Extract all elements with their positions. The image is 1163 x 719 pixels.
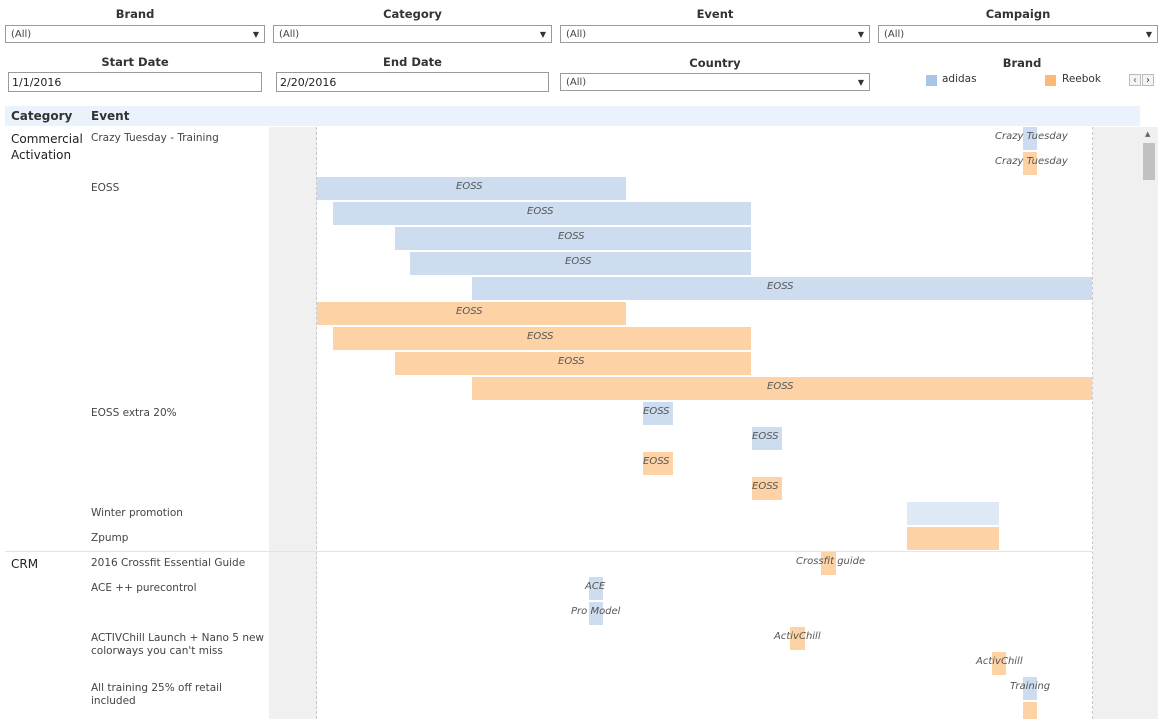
- gantt-bar[interactable]: [907, 527, 999, 550]
- legend-label-reebok: Reebok: [1062, 73, 1101, 85]
- gantt-bar[interactable]: [410, 252, 751, 275]
- bar-label: EOSS: [643, 456, 670, 467]
- gantt-bar[interactable]: [317, 177, 626, 200]
- bar-label: EOSS: [527, 331, 554, 342]
- bar-label: EOSS: [527, 206, 554, 217]
- end-date-label: End Date: [383, 55, 442, 69]
- chevron-down-icon: ▼: [857, 30, 864, 39]
- bar-label: Crazy Tuesday: [995, 131, 1068, 142]
- bar-label: ACE: [585, 581, 606, 592]
- gantt-bar[interactable]: [589, 602, 603, 625]
- event-label: All training 25% off retail included: [91, 682, 222, 707]
- gantt-bar[interactable]: [821, 552, 836, 575]
- gantt-bar[interactable]: [589, 577, 603, 600]
- country-filter-label: Country: [689, 56, 741, 70]
- event-label: Crazy Tuesday - Training: [91, 132, 219, 144]
- event-label: EOSS extra 20%: [91, 407, 177, 419]
- legend-swatch-reebok: [1045, 75, 1056, 86]
- event-filter-label: Event: [696, 7, 734, 21]
- gantt-bar[interactable]: [790, 627, 805, 650]
- gantt-bar[interactable]: [1023, 127, 1037, 150]
- gantt-bar[interactable]: [1023, 152, 1037, 175]
- campaign-filter-dropdown[interactable]: (All) ▼: [878, 25, 1158, 43]
- category-crm: CRM: [11, 557, 39, 571]
- event-label: Zpump: [91, 532, 129, 544]
- chart-right-margin: [1093, 127, 1140, 719]
- bar-label: Crossfit guide: [796, 556, 866, 567]
- category-filter-dropdown[interactable]: (All) ▼: [273, 25, 552, 43]
- bar-label: EOSS: [752, 481, 779, 492]
- category-filter-value: (All): [279, 29, 300, 40]
- bar-label: EOSS: [767, 281, 794, 292]
- gantt-bar[interactable]: [643, 402, 673, 425]
- event-label: Winter promotion: [91, 507, 183, 519]
- legend-swatch-adidas: [926, 75, 937, 86]
- table-header: Category Event: [5, 106, 1140, 126]
- event-label: ACE ++ purecontrol: [91, 582, 197, 594]
- vertical-scrollbar[interactable]: [1140, 127, 1158, 719]
- gantt-bar[interactable]: [752, 477, 782, 500]
- campaign-filter-value: (All): [884, 29, 905, 40]
- event-label: 2016 Crossfit Essential Guide: [91, 557, 246, 569]
- end-date-input[interactable]: 2/20/2016: [276, 72, 549, 92]
- gantt-bar[interactable]: [1023, 677, 1037, 700]
- event-filter-value: (All): [566, 29, 587, 40]
- event-label: ACTIVChill Launch + Nano 5 new colorways…: [91, 632, 265, 657]
- gantt-bar[interactable]: [472, 377, 1092, 400]
- bar-label: EOSS: [456, 181, 483, 192]
- category-separator: [5, 551, 1093, 552]
- legend-title: Brand: [1002, 56, 1042, 70]
- chart-left-margin: [269, 127, 317, 719]
- chevron-down-icon: ▼: [857, 78, 864, 87]
- event-column-header: Event: [91, 109, 130, 123]
- brand-filter-value: (All): [11, 29, 32, 40]
- start-date-reference-line: [316, 127, 317, 719]
- brand-filter-label: Brand: [115, 7, 155, 21]
- gantt-bar[interactable]: [907, 502, 999, 525]
- bar-label: EOSS: [558, 356, 585, 367]
- end-date-reference-line: [1092, 127, 1093, 719]
- category-filter-label: Category: [383, 7, 442, 21]
- chevron-down-icon: ▼: [252, 30, 259, 39]
- chevron-down-icon: ▼: [1145, 30, 1152, 39]
- legend-next-button[interactable]: ›: [1142, 74, 1154, 86]
- bar-label: ActivChill: [976, 656, 1023, 667]
- gantt-bar[interactable]: [317, 302, 626, 325]
- country-filter-value: (All): [566, 77, 587, 88]
- start-date-input[interactable]: 1/1/2016: [8, 72, 262, 92]
- scrollbar-thumb[interactable]: [1143, 143, 1155, 180]
- chevron-down-icon: ▼: [539, 30, 546, 39]
- event-label: EOSS: [91, 182, 120, 194]
- scroll-up-icon[interactable]: ▲: [1145, 130, 1151, 138]
- event-filter-dropdown[interactable]: (All) ▼: [560, 25, 870, 43]
- country-filter-dropdown[interactable]: (All) ▼: [560, 73, 870, 91]
- bar-label: EOSS: [752, 431, 779, 442]
- gantt-bar[interactable]: [643, 452, 673, 475]
- bar-label: Crazy Tuesday: [995, 156, 1068, 167]
- gantt-bar[interactable]: [472, 277, 1092, 300]
- category-commercial-activation: Commercial Activation: [11, 132, 83, 162]
- bar-label: EOSS: [643, 406, 670, 417]
- campaign-filter-label: Campaign: [985, 7, 1051, 21]
- gantt-bar[interactable]: [752, 427, 782, 450]
- bar-label: Training: [1010, 681, 1051, 692]
- bar-label: Pro Model: [571, 606, 621, 617]
- bar-label: ActivChill: [774, 631, 821, 642]
- gantt-bar[interactable]: [1023, 702, 1037, 719]
- bar-label: EOSS: [558, 231, 585, 242]
- brand-filter-dropdown[interactable]: (All) ▼: [5, 25, 265, 43]
- legend-label-adidas: adidas: [942, 73, 977, 85]
- gantt-bar[interactable]: [395, 227, 751, 250]
- category-column-header: Category: [11, 109, 73, 123]
- bar-label: EOSS: [565, 256, 592, 267]
- gantt-bar[interactable]: [395, 352, 751, 375]
- gantt-bar[interactable]: [333, 327, 751, 350]
- legend-prev-button[interactable]: ‹: [1129, 74, 1141, 86]
- gantt-bar[interactable]: [992, 652, 1006, 675]
- bar-label: EOSS: [456, 306, 483, 317]
- gantt-bar[interactable]: [333, 202, 751, 225]
- bar-label: EOSS: [767, 381, 794, 392]
- start-date-label: Start Date: [101, 55, 169, 69]
